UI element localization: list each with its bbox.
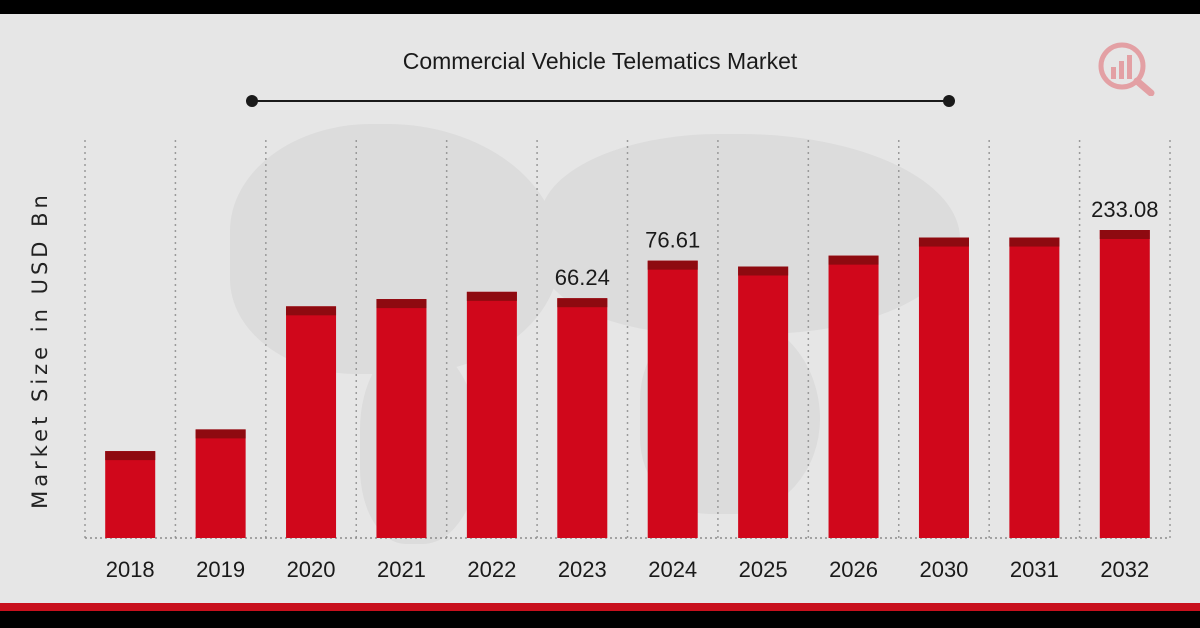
bar-cap-2025 <box>738 266 789 276</box>
bar-cap-2019 <box>195 429 246 439</box>
bar-cap-2024 <box>647 260 698 270</box>
x-tick-label: 2022 <box>467 557 516 582</box>
bar-2023 <box>557 298 608 538</box>
x-tick-label: 2019 <box>196 557 245 582</box>
bar-cap-2021 <box>376 299 427 309</box>
bar-cap-2022 <box>466 291 517 301</box>
underline-right-dot <box>943 95 955 107</box>
bar-2020 <box>286 306 337 538</box>
chart-title: Commercial Vehicle Telematics Market <box>402 48 798 74</box>
bar-2025 <box>738 266 789 538</box>
bar-2026 <box>828 255 879 538</box>
bar-2031 <box>1009 237 1060 539</box>
data-label: 66.24 <box>555 265 610 290</box>
x-tick-label: 2021 <box>377 557 426 582</box>
brand-logo-icon <box>1098 42 1155 96</box>
footer-accent-band <box>0 603 1200 611</box>
x-tick-label: 2031 <box>1010 557 1059 582</box>
x-tick-label: 2024 <box>648 557 697 582</box>
bar-2022 <box>466 291 517 538</box>
bar-cap-2026 <box>828 255 879 265</box>
bar-2032 <box>1099 230 1150 538</box>
x-tick-label: 2018 <box>106 557 155 582</box>
bar-cap-2018 <box>105 451 156 461</box>
top-band <box>0 0 1200 14</box>
bar-2021 <box>376 299 427 538</box>
underline-left-dot <box>246 95 258 107</box>
data-label: 233.08 <box>1091 197 1158 222</box>
bar-2019 <box>195 429 246 538</box>
bar-cap-2030 <box>918 237 969 247</box>
x-tick-label: 2030 <box>919 557 968 582</box>
bottom-band <box>0 611 1200 628</box>
x-tick-label: 2032 <box>1100 557 1149 582</box>
x-tick-label: 2026 <box>829 557 878 582</box>
x-tick-label: 2023 <box>558 557 607 582</box>
x-tick-label: 2020 <box>287 557 336 582</box>
bar-2030 <box>918 237 969 539</box>
bar-2018 <box>105 451 156 538</box>
bar-2024 <box>647 260 698 538</box>
x-tick-label: 2025 <box>739 557 788 582</box>
bar-cap-2023 <box>557 298 608 308</box>
bar-cap-2031 <box>1009 237 1060 247</box>
title-underline <box>252 100 949 102</box>
data-label: 76.61 <box>645 228 700 253</box>
bar-cap-2020 <box>286 306 337 316</box>
bar-cap-2032 <box>1099 230 1150 240</box>
